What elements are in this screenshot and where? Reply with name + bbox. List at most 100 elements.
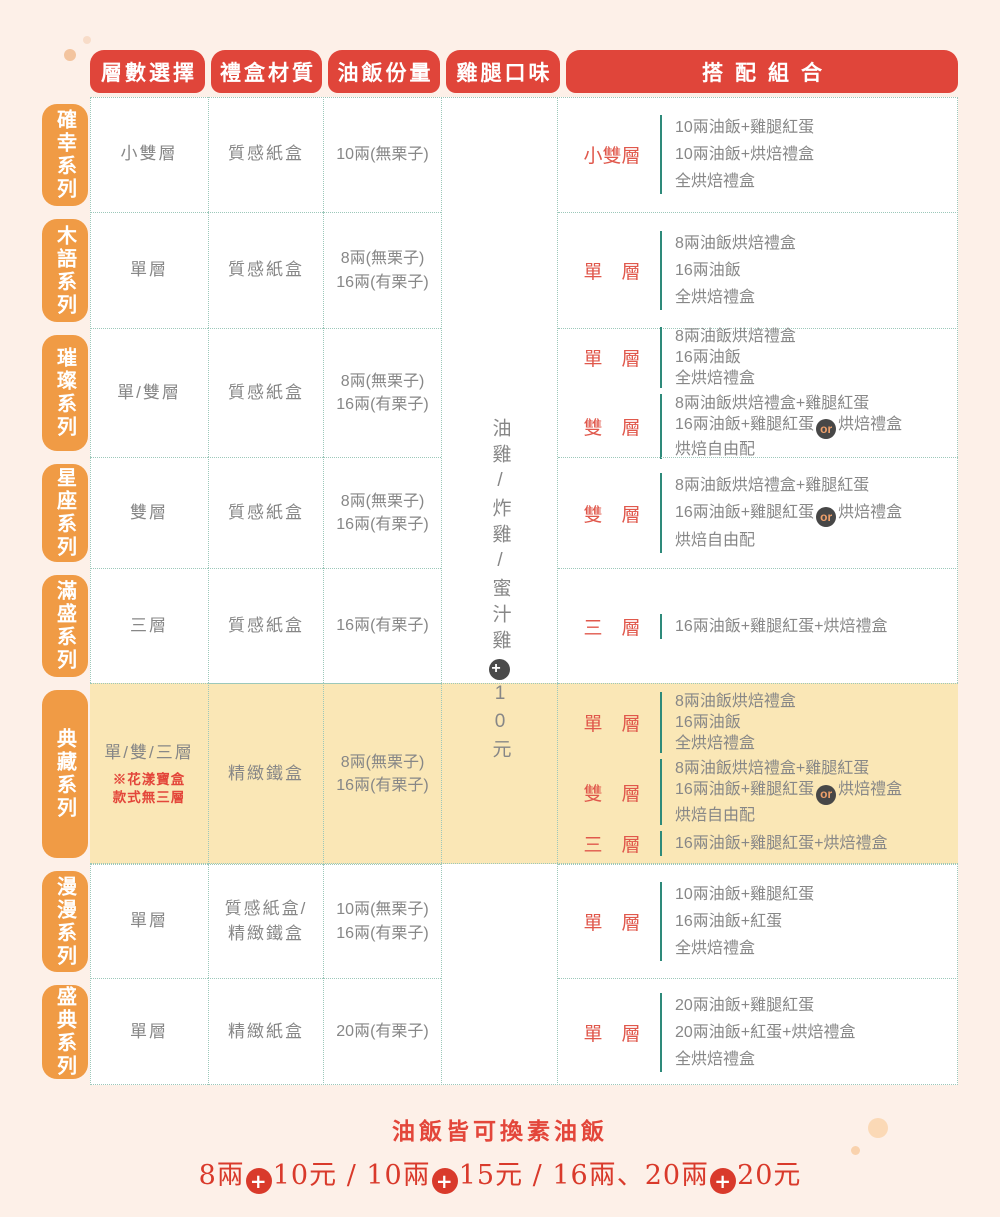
combo-group: 雙 層 8兩油飯烘焙禮盒+雞腿紅蛋 16兩油飯+雞腿紅蛋 or 烘焙禮盒 烘焙自由配 (572, 472, 954, 555)
combo-items: 10兩油飯+雞腿紅蛋 10兩油飯+烘焙禮盒 全烘焙禮盒 (675, 114, 814, 195)
combo-item: 全烘焙禮盒 (675, 289, 756, 306)
combo-group: 單 層 8兩油飯烘焙禮盒 16兩油飯 全烘焙禮盒 (572, 326, 954, 389)
material-line: 精緻鐵盒 (228, 763, 304, 783)
decor-dot (868, 1118, 888, 1138)
portion-line: 20兩(有栗子) (336, 1023, 429, 1041)
combo-layer-label: 單 層 (583, 714, 641, 736)
combo-item: 16兩油飯 (675, 262, 741, 279)
combo-item: 全烘焙禮盒 (675, 173, 756, 190)
portion-line: 10兩(無栗子) (336, 145, 429, 163)
combo-item: 8兩油飯烘焙禮盒 (675, 327, 796, 345)
series-tab: 典藏系列 (42, 690, 88, 858)
combo-item: 8兩油飯烘焙禮盒+雞腿紅蛋 (675, 760, 870, 778)
plus-icon: + (710, 1168, 737, 1194)
accent-bar (660, 830, 662, 856)
table-grid: 油雞/炸雞/蜜汁雞+10元 確幸系列 小雙層 質感紙盒 10兩(無栗子) 小雙層 10兩油飯… (42, 97, 958, 1085)
portion-cell: 16兩(有栗子) (323, 568, 441, 683)
combo-group: 單 層 20兩油飯+雞腿紅蛋 20兩油飯+紅蛋+烘焙禮盒 全烘焙禮盒 (572, 992, 954, 1073)
table-background (90, 97, 958, 1085)
accent-bar (660, 326, 662, 388)
combo-items: 8兩油飯烘焙禮盒 16兩油飯 全烘焙禮盒 (675, 230, 796, 311)
combo-item: 全烘焙禮盒 (675, 369, 756, 387)
footnote: 油飯皆可換素油飯 8兩 +10元 / 10兩 +15元 / 16兩、20兩 +20元 (0, 1112, 1000, 1194)
series-tab: 星座系列 (42, 464, 88, 562)
combo-items: 8兩油飯烘焙禮盒+雞腿紅蛋 16兩油飯+雞腿紅蛋 or 烘焙禮盒 烘焙自由配 (675, 472, 902, 555)
combo-group: 單 層 8兩油飯烘焙禮盒 16兩油飯 全烘焙禮盒 (572, 230, 954, 311)
series-tab: 木語系列 (42, 219, 88, 322)
portion-line: 16兩(有栗子) (336, 273, 429, 291)
footnote-title: 油飯皆可換素油飯 (392, 1118, 608, 1145)
combo-item: 10兩油飯+烘焙禮盒 (675, 146, 815, 163)
combo-item: 8兩油飯烘焙禮盒+雞腿紅蛋 (675, 394, 870, 412)
column-header-layers: 層數選擇 (90, 50, 205, 93)
layers-note: ※花漾寶盒 款式無三層 (113, 771, 186, 807)
layers-cell: 單/雙層 (90, 328, 208, 457)
table-header-row: 層數選擇 禮盒材質 油飯份量 雞腿口味 搭配組合 (90, 50, 958, 93)
layers-note-line: 款式無三層 (112, 789, 186, 805)
combo-item: 16兩油飯+雞腿紅蛋+烘焙禮盒 (675, 834, 888, 852)
layers-text: 單層 (130, 1021, 168, 1041)
decor-dot (851, 1146, 860, 1155)
combo-cell: 單 層 20兩油飯+雞腿紅蛋 20兩油飯+紅蛋+烘焙禮盒 全烘焙禮盒 (558, 978, 958, 1085)
combo-cell: 三 層 16兩油飯+雞腿紅蛋+烘焙禮盒 (558, 568, 958, 683)
combo-layer-label: 三 層 (583, 834, 641, 856)
footnote-pricing: 8兩 +10元 / 10兩 +15元 / 16兩、20兩 +20元 (198, 1160, 802, 1194)
accent-bar (660, 231, 662, 310)
layers-cell: 單層 (90, 864, 208, 978)
combo-item: 16兩油飯+雞腿紅蛋 or 烘焙禮盒 (675, 779, 902, 805)
material-cell: 精緻鐵盒 (208, 683, 323, 864)
layers-text: 單/雙/三層 (104, 742, 194, 762)
combo-item: 全烘焙禮盒 (675, 940, 756, 957)
combo-item: 烘焙自由配 (675, 806, 756, 824)
material-line: 質感紙盒 (228, 615, 304, 635)
portion-cell: 10兩(無栗子) (323, 97, 441, 212)
series-tab: 滿盛系列 (42, 575, 88, 677)
combo-layer-label: 小雙層 (583, 146, 641, 167)
combo-items: 16兩油飯+雞腿紅蛋+烘焙禮盒 (675, 613, 888, 640)
portion-cell: 20兩(有栗子) (323, 978, 441, 1085)
material-cell: 質感紙盒 (208, 97, 323, 212)
combo-item: 16兩油飯+雞腿紅蛋 or 烘焙禮盒 (675, 414, 902, 440)
combo-item: 8兩油飯烘焙禮盒+雞腿紅蛋 (675, 476, 870, 494)
portion-line: 8兩(無栗子) (340, 492, 425, 510)
combo-item: 20兩油飯+雞腿紅蛋 (675, 996, 815, 1014)
material-cell: 質感紙盒 (208, 212, 323, 328)
accent-bar (660, 882, 662, 961)
flavor-text: 油雞/炸雞/蜜汁雞+10元 (489, 417, 511, 765)
combo-layer-label: 三 層 (583, 617, 641, 639)
material-line: 質感紙盒 (228, 144, 304, 164)
accent-bar (660, 115, 662, 194)
combo-item: 20兩油飯+紅蛋+烘焙禮盒 (675, 1023, 856, 1041)
flavor-column-cell: 油雞/炸雞/蜜汁雞+10元 (441, 97, 558, 1085)
combo-item: 烘焙自由配 (675, 441, 756, 459)
material-line: 質感紙盒 (228, 502, 304, 522)
combo-cell: 單 層 8兩油飯烘焙禮盒 16兩油飯 全烘焙禮盒雙 層 8兩油飯烘焙禮盒+雞腿紅蛋 16兩… (558, 683, 958, 864)
plus-icon: + (245, 1168, 272, 1194)
layers-cell: 單層 (90, 212, 208, 328)
decor-dot (64, 49, 76, 61)
combo-cell: 單 層 8兩油飯烘焙禮盒 16兩油飯 全烘焙禮盒雙 層 8兩油飯烘焙禮盒+雞腿紅蛋 16兩… (558, 326, 958, 460)
combo-items: 8兩油飯烘焙禮盒 16兩油飯全烘焙禮盒 (675, 326, 796, 389)
plus-icon: + (431, 1168, 458, 1194)
accent-bar (660, 393, 662, 460)
accent-bar (660, 472, 662, 554)
combo-group: 雙 層 8兩油飯烘焙禮盒+雞腿紅蛋 16兩油飯+雞腿紅蛋 or 烘焙禮盒 烘焙自由配 (572, 758, 954, 826)
combo-cell: 單 層 10兩油飯+雞腿紅蛋 16兩油飯+紅蛋 全烘焙禮盒 (558, 864, 958, 978)
combo-group: 三 層 16兩油飯+雞腿紅蛋+烘焙禮盒 (572, 830, 954, 857)
combo-layer-label: 單 層 (583, 1023, 641, 1045)
combo-items: 20兩油飯+雞腿紅蛋 20兩油飯+紅蛋+烘焙禮盒 全烘焙禮盒 (675, 992, 856, 1073)
or-badge: or (816, 419, 837, 440)
combo-item: 16兩油飯 (675, 348, 741, 366)
layers-text: 單層 (130, 260, 168, 280)
material-cell: 質感紙盒 (208, 568, 323, 683)
material-cell: 精緻紙盒 (208, 978, 323, 1085)
series-tab: 璀璨系列 (42, 335, 88, 451)
decor-dot (83, 36, 91, 44)
layers-cell: 單/雙/三層 ※花漾寶盒 款式無三層 (90, 683, 208, 864)
material-cell: 質感紙盒 (208, 457, 323, 568)
portion-cell: 8兩(無栗子) 16兩(有栗子) (323, 683, 441, 864)
combo-layer-label: 雙 層 (583, 783, 641, 805)
portion-line: 16兩(有栗子) (336, 617, 429, 635)
combo-group: 單 層 10兩油飯+雞腿紅蛋 16兩油飯+紅蛋 全烘焙禮盒 (572, 881, 954, 962)
combo-group: 單 層 8兩油飯烘焙禮盒 16兩油飯 全烘焙禮盒 (572, 691, 954, 754)
